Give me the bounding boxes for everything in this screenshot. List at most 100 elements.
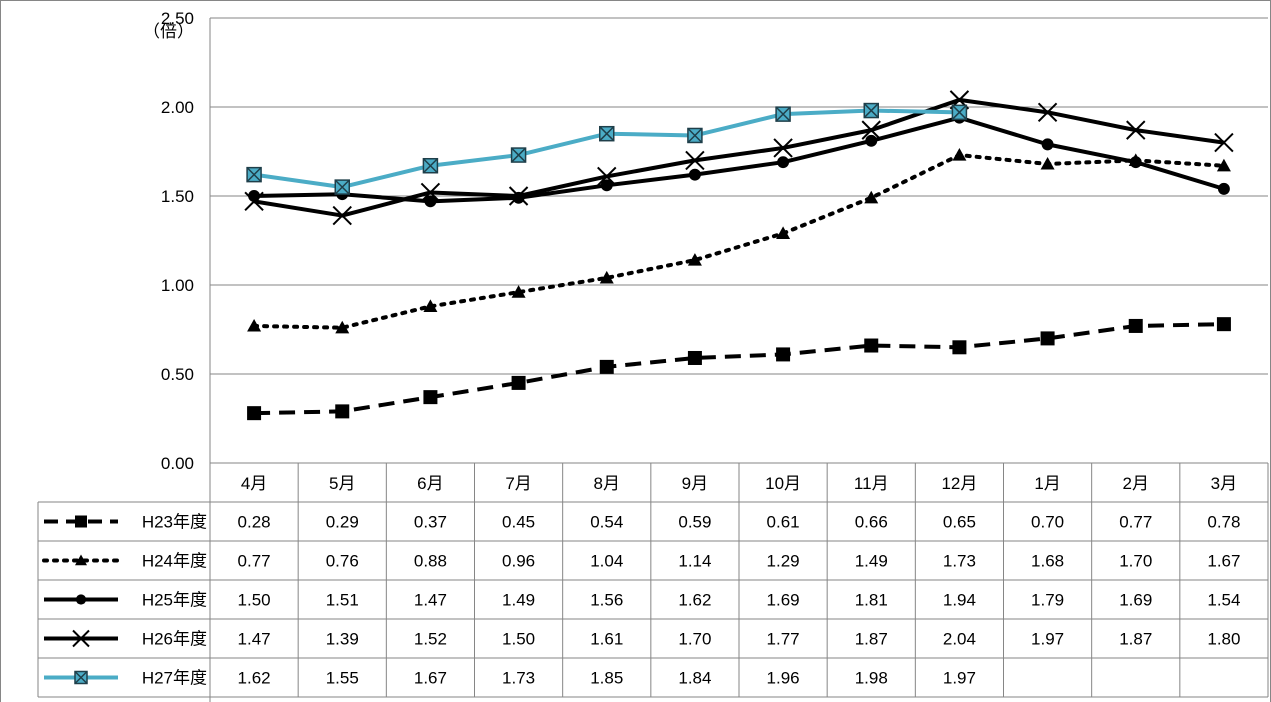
square-x-marker-cross [599,126,615,142]
circle-marker [865,134,878,147]
triangle-marker [335,320,350,334]
legend-series-name: H25年度 [142,591,207,610]
triangle-marker [687,253,702,266]
table-value: 1.68 [1031,552,1064,571]
table-value: 1.50 [238,591,271,610]
square-marker [952,340,967,355]
x-marker [72,629,90,648]
table-value: 0.61 [767,513,800,532]
x-marker [420,182,441,203]
square-marker [75,515,87,528]
table-value: 1.49 [502,591,535,610]
square-marker [335,404,350,419]
x-marker [332,205,352,226]
x-category-label: 11月 [854,474,889,493]
triangle-marker [776,226,791,239]
x-category-label: 3月 [1211,474,1237,493]
legend-series-name: H23年度 [142,513,207,532]
y-axis: 0.00 0.50 1.00 1.50 2.00 2.50 [161,9,211,702]
triangle-marker [247,318,262,332]
table-value: 0.88 [414,552,447,571]
series-line [254,115,1225,204]
y-tick-label: 2.00 [161,98,194,117]
square-marker [1040,331,1055,346]
table-value: 0.45 [502,513,535,532]
table-value: 0.29 [326,513,359,532]
triangle-marker [511,285,526,298]
triangle-marker [1040,156,1055,170]
legend-key [42,554,120,566]
table-value: 1.69 [767,591,800,610]
table-value: 0.78 [1207,513,1240,532]
table-value: 1.67 [414,669,447,688]
x-marker [244,191,264,212]
square-marker [864,338,879,353]
square-x-marker-cross [951,104,967,120]
y-tick-label: 2.50 [161,9,194,28]
table-value: 1.69 [1119,591,1152,610]
circle-marker [1217,182,1230,195]
table-value: 0.54 [590,513,623,532]
table-value: 1.56 [590,591,623,610]
legend-series-name: H26年度 [142,630,207,649]
table-value: 1.51 [326,591,359,610]
square-marker [511,375,526,390]
table-value: 0.77 [1119,513,1152,532]
triangle-marker [1216,158,1231,172]
y-tick-label: 0.50 [161,365,194,384]
table-value: 2.04 [943,630,976,649]
circle-marker [777,156,790,169]
circle-marker [424,195,437,208]
square-x-marker-cross [74,670,88,685]
table-value: 0.65 [943,513,976,532]
x-marker [685,150,705,171]
legend-series-name: H24年度 [142,552,207,571]
circle-marker [1129,156,1142,169]
y-tick-label: 1.00 [161,276,194,295]
legend-key [44,670,118,685]
square-marker [423,390,438,405]
table-value: 1.55 [326,669,359,688]
x-marker [508,186,529,206]
x-category-label: 12月 [941,474,977,493]
table-value: 1.87 [855,630,888,649]
circle-marker [1041,138,1054,151]
table-value: 1.54 [1207,591,1240,610]
x-marker [597,166,617,187]
square-x-marker-cross [687,127,703,144]
table-value: 1.73 [502,669,535,688]
table-value: 1.97 [943,669,976,688]
table-value: 1.39 [326,630,359,649]
x-category-label: 6月 [417,474,443,493]
series-line [254,322,1224,416]
table-value: 1.81 [855,591,888,610]
y-tick-label: 0.00 [161,454,194,473]
legend-key [44,594,118,605]
table-value: 1.77 [767,630,800,649]
square-marker [776,347,791,362]
table-value: 1.98 [855,669,888,688]
triangle-marker [423,299,438,312]
x-category-label: 10月 [765,474,801,493]
table-value: 1.97 [1031,630,1064,649]
table-value: 0.59 [678,513,711,532]
table-value: 1.61 [590,630,623,649]
table-value: 1.14 [678,552,711,571]
series-layer [244,90,1234,421]
table-value: 0.76 [326,552,359,571]
x-category-label: 7月 [505,474,531,493]
series-line [253,97,1225,218]
table-value: 1.80 [1207,630,1240,649]
square-x-marker-cross [334,179,350,195]
table-value: 0.28 [238,513,271,532]
table-value: 1.96 [767,669,800,688]
square-x-marker-cross [511,147,527,163]
series-H27年度 [246,102,968,195]
table-value: 1.73 [943,552,976,571]
table-value: 1.94 [943,591,976,610]
x-marker [861,120,881,140]
square-marker [599,359,614,374]
table-value: 1.87 [1119,630,1152,649]
x-category-label: 5月 [329,474,355,493]
